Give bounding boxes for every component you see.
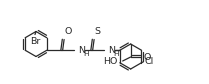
Text: Br: Br (30, 37, 40, 46)
Text: H: H (113, 51, 118, 57)
Text: Cl: Cl (144, 57, 154, 66)
Text: N: N (78, 46, 85, 55)
Text: HO: HO (103, 58, 118, 67)
Text: N: N (108, 46, 115, 55)
Text: H: H (83, 51, 88, 57)
Text: O: O (64, 27, 72, 36)
Text: S: S (94, 27, 100, 36)
Text: O: O (144, 52, 151, 61)
